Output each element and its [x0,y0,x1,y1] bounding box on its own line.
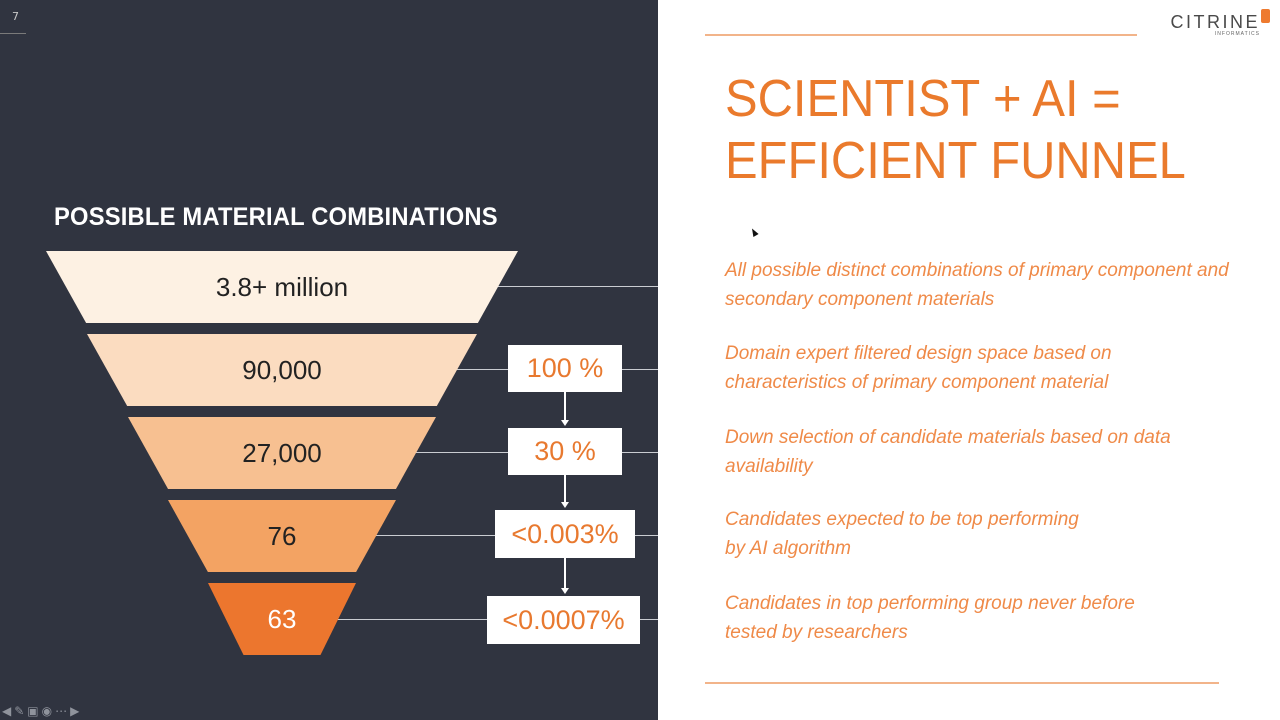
description-5-line-1: Candidates in top performing group never… [725,593,1135,614]
description-5: Candidates in top performing group never… [725,589,1275,647]
percentage-box-3-label: <0.003% [511,518,619,549]
next-slide-icon[interactable]: ▶ [70,704,80,718]
percentage-box-2-label: 30 % [534,436,596,466]
description-4-line-2: by AI algorithm [725,538,852,559]
funnel-tier-2: 90,000 [87,334,477,406]
funnel-tier-1-label: 3.8+ million [215,271,349,302]
brand-name: CITRINE [1170,12,1260,32]
description-5-line-2: tested by researchers [725,622,908,643]
funnel-panel: 7 POSSIBLE MATERIAL COMBINATIONS 3.8+ mi… [0,0,658,720]
description-3-line-1: Down selection of candidate materials ba… [725,427,1171,448]
arrow-head-3 [561,588,569,594]
grid-icon[interactable]: ▣ [27,704,39,718]
funnel-tier-5: 63 [208,583,356,655]
percentage-box-4-label: <0.0007% [502,604,625,635]
description-1: All possible distinct combinations of pr… [725,256,1275,314]
funnel-tier-3-label: 27,000 [242,437,322,468]
percentage-box-1-label: 100 % [526,353,604,383]
funnel-tier-2-label: 90,000 [242,354,322,385]
zoom-icon[interactable]: ◉ [41,704,53,718]
funnel-tier-4-label: 76 [267,520,297,551]
content-panel: CITRINE INFORMATICS SCIENTIST + AI = EFF… [658,0,1280,720]
slide-number-divider [0,33,26,34]
connector-line-1 [498,286,658,287]
description-2: Domain expert filtered design space base… [725,339,1275,397]
description-4: Candidates expected to be top performing… [725,505,1275,563]
description-1-line-2: secondary component materials [725,289,995,310]
previous-slide-icon[interactable]: ◀ [2,704,12,718]
funnel-title: POSSIBLE MATERIAL COMBINATIONS [54,203,498,231]
brand-logo: CITRINE INFORMATICS [1170,9,1270,37]
funnel-tier-4: 76 [168,500,396,572]
funnel-tier-5-label: 63 [267,603,297,634]
more-options-icon[interactable]: ⋯ [55,704,68,718]
arrow-shaft-2 [564,475,566,502]
top-rule [705,34,1137,36]
description-2-line-2: characteristics of primary component mat… [725,372,1109,393]
description-4-line-1: Candidates expected to be top performing [725,509,1079,530]
headline-line-2: EFFICIENT FUNNEL [725,132,1186,190]
arrow-head-2 [561,502,569,508]
pen-icon[interactable]: ✎ [14,704,25,718]
arrow-shaft-3 [564,558,566,588]
funnel-tier-1: 3.8+ million [46,251,518,323]
headline: SCIENTIST + AI = EFFICIENT FUNNEL [725,68,1186,192]
percentage-box-2: 30 % [508,428,622,475]
presentation-toolbar[interactable]: ◀ ✎ ▣ ◉ ⋯ ▶ [2,704,79,718]
percentage-box-3: <0.003% [495,510,635,558]
arrow-head-1 [561,420,569,426]
description-3: Down selection of candidate materials ba… [725,423,1275,481]
description-3-line-2: availability [725,456,813,477]
funnel-tier-3: 27,000 [128,417,436,489]
brand-mark-icon [1261,9,1270,23]
percentage-box-4: <0.0007% [487,596,640,644]
brand-sub: INFORMATICS [1214,31,1260,37]
bottom-rule [705,682,1219,684]
description-1-line-1: All possible distinct combinations of pr… [725,260,1229,281]
percentage-box-1: 100 % [508,345,622,392]
description-2-line-1: Domain expert filtered design space base… [725,343,1112,364]
headline-line-1: SCIENTIST + AI = [725,70,1121,128]
slide-number: 7 [12,10,19,23]
arrow-shaft-1 [564,392,566,420]
